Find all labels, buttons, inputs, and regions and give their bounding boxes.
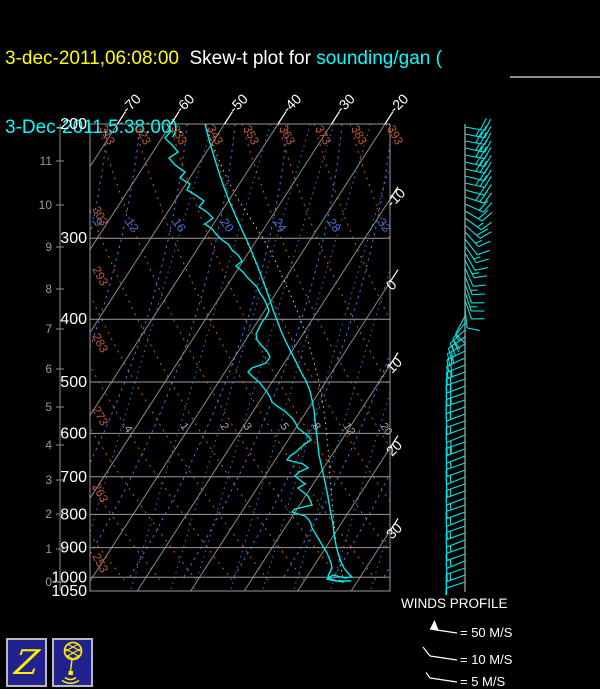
winds-legend-label: = 5 M/S [460,674,505,689]
pennant-barb [429,628,458,634]
temp-labels-right-label: -10 [383,185,409,211]
dry-adiabat-labels-label: 273 [89,404,111,429]
mixing-ratio-labels-label: 5 [278,421,291,433]
temp-labels-top-label: -50 [225,90,251,116]
height-axis-label: 0 [45,575,52,589]
pressure-axis-label: 600 [60,425,87,442]
sounding-balloon-button[interactable] [52,638,93,687]
moist-adiabat-labels-label: 28 [325,216,344,235]
top-right-separator [510,76,600,78]
temp-labels-right-label: 10 [383,354,405,376]
height-axis-label: 1 [45,542,52,556]
temp-labels-top-label: -70 [118,90,144,116]
pressure-axis-label: 500 [60,374,87,391]
z-tool-button[interactable]: Z [6,638,47,687]
dry-adiabat-labels-label: 353 [240,123,262,148]
moist-adiabat-labels-label: 16 [170,216,189,235]
mixing-ratio-labels-label: 20 [378,421,395,438]
height-axis-label: 11 [40,154,53,168]
height-axis-label: 10 [39,198,53,212]
pressure-axis-label: 400 [60,311,87,328]
title-plot-label: Skew-t plot for [178,48,317,69]
height-axis-label: 4 [45,438,52,452]
height-axis-label: 2 [45,507,52,521]
temp-labels-top-label: -20 [386,90,412,116]
height-axis-label: 3 [45,473,52,487]
height-axis-label: 6 [45,362,52,376]
title-datetime-2: 3-Dec-2011,5:38:00) [5,117,178,138]
temp-labels-right-label: 0 [383,276,400,293]
title-line-1: 3-dec-2011,06:08:00 Skew-t plot for soun… [5,47,442,70]
wind-barbs [445,117,493,596]
dry-adiabat-labels-label: 253 [89,551,111,576]
height-axis-label: 9 [45,240,52,254]
winds-legend: WINDS PROFILE = 50 M/S = 10 M/S = 5 M/S [401,596,513,689]
dry-adiabat-labels-label: 313 [96,123,118,148]
mixing-ratio-labels: .4 1 2 3 5 8 12 20 [120,421,395,438]
height-axis-label: 7 [45,322,52,336]
winds-legend-label: = 10 M/S [460,652,513,667]
z-glyph: Z [11,642,42,683]
isobars [89,123,391,592]
half-barb [429,677,458,683]
dry-adiabat-labels-label: 283 [89,331,111,356]
pressure-axis-label: 700 [60,469,87,486]
page-title: 3-dec-2011,06:08:00 Skew-t plot for soun… [5,1,442,185]
temp-labels-top-label: -40 [279,90,305,116]
title-period: . [177,117,184,138]
temp-labels-right-label: 20 [383,437,405,459]
temp-labels-top: -70 -60 -50 -40 -30 -20 [116,90,412,125]
pressure-axis-label: 900 [60,540,87,557]
winds-legend-label: = 50 M/S [460,625,513,640]
dewpoint-curve [164,123,345,583]
mixing-ratio-labels-label: 2 [218,421,231,433]
mixing-ratio-labels-label: 3 [241,421,254,433]
dry-adiabat-labels-label: 293 [89,264,111,289]
pennant-flag [430,620,439,630]
dry-adiabat-labels-label: 323 [132,123,154,148]
dry-adiabat-labels: 313 323 333 343 353 363 373 383 3933032932832732… [89,123,406,576]
dry-adiabat-labels-label: 383 [348,123,370,148]
pressure-axis-label: 1050 [51,583,87,600]
title-datetime: 3-dec-2011,06:08:00 [5,48,179,69]
mixing-ratio-labels-label: 1 [178,421,191,433]
temp-labels-right-label: 30 [383,520,405,542]
dry-adiabat-labels-label: 363 [276,123,298,148]
height-axis-label: 5 [45,400,52,414]
temp-labels-top-label: -60 [172,90,198,116]
dry-adiabat-labels-label: 263 [89,481,111,506]
title-station: sounding/gan ( [316,48,442,69]
dry-adiabat-labels-label: 393 [384,123,406,148]
temp-labels-top-label: -30 [332,90,358,116]
temperature-curve [204,123,354,582]
full-barb [429,655,458,661]
plot-frame [89,123,391,592]
moist-adiabat-labels-label: 12 [123,216,142,235]
mixing-ratio-labels-label: 12 [341,421,358,438]
moist-adiabat-labels-label: 20 [218,216,237,235]
pressure-axis-label: 200 [60,116,87,133]
pressure-axis-label: 300 [60,230,87,247]
title-line-2: 3-Dec-2011,5:38:00). [5,116,442,139]
pressure-axis-label: 800 [60,506,87,523]
height-axis-label: 8 [45,282,52,296]
sounding-balloon-icon [61,641,83,684]
winds-legend-label: WINDS PROFILE [401,596,508,611]
dry-adiabat-labels-label: 373 [312,123,334,148]
parcel-path-curve [204,123,345,583]
